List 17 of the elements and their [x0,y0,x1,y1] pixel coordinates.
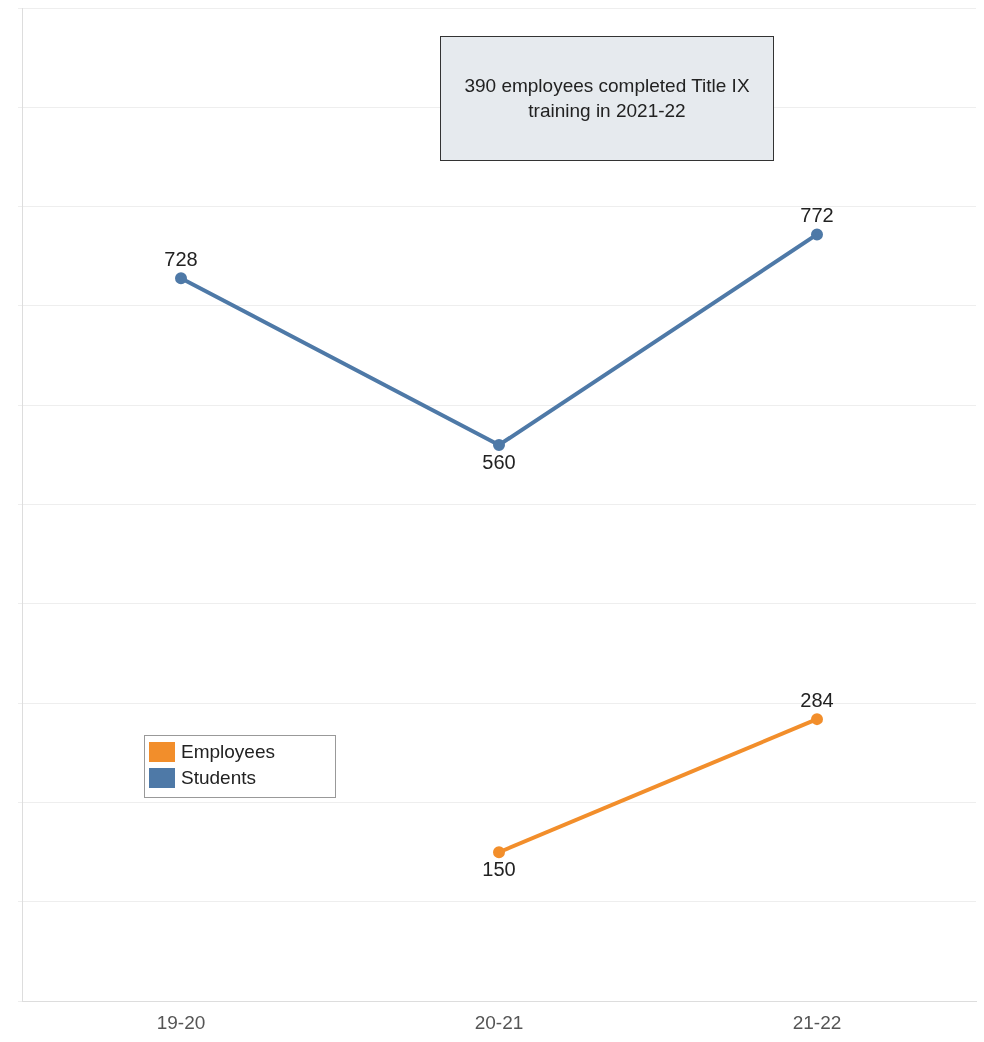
data-label: 284 [800,688,834,711]
legend-label: Employees [181,741,275,763]
point [811,228,823,241]
annotation: 390 employees completed Title IX training in 2021-22 [463,73,751,123]
data-label: 728 [164,247,198,270]
x-tick-label: 20-21 [474,1011,524,1033]
x-tick-label: 19-20 [156,1011,206,1033]
point [493,439,505,452]
data-label: 772 [800,203,834,226]
point [493,846,505,859]
data-label: 150 [482,857,516,880]
point [175,272,187,285]
x-tick-label: 21-22 [792,1011,842,1033]
callout-box: 390 employees completed Title IX training in 2021-22 [440,36,774,161]
point [811,713,823,726]
data-label: 560 [482,450,516,473]
legend-label: Students [181,767,256,789]
